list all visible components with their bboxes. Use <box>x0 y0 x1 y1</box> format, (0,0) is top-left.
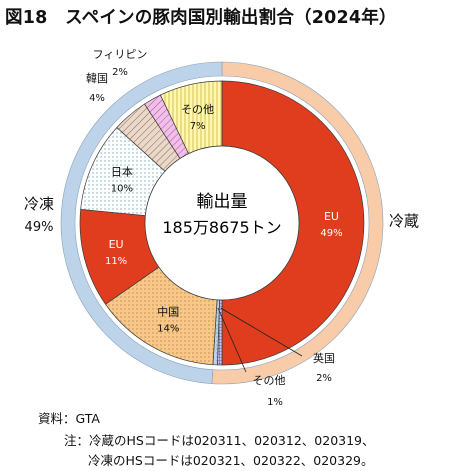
label-4-pct: 11% <box>105 256 127 267</box>
label-6-name: 韓国 <box>86 72 108 85</box>
note-line-1: 注：冷蔵のHSコードは020311、020312、020319、 <box>64 430 375 449</box>
label-6-pct: 4% <box>89 93 105 104</box>
label-2-pct: 1% <box>267 397 283 408</box>
leader-uk <box>220 307 303 357</box>
outer-label-chilled: 冷蔵 <box>389 212 419 230</box>
note-text-1: 冷蔵のHSコードは020311、020312、020319、 <box>89 433 375 448</box>
label-0-pct: 49% <box>320 228 342 239</box>
label-3-pct: 14% <box>157 323 179 334</box>
label-5-pct: 10% <box>111 184 133 195</box>
label-2-name: その他 <box>253 374 286 387</box>
label-3-name: 中国 <box>157 305 179 318</box>
label-7-pct: 2% <box>112 67 128 78</box>
outer-ring-frozen <box>60 61 223 385</box>
outer-label-frozen: 冷凍 <box>24 195 54 213</box>
outer-label-frozen-pct: 49% <box>25 220 54 235</box>
note-label: 注： <box>64 433 90 448</box>
center-label-line1: 輸出量 <box>197 192 248 212</box>
source-label: 資料： <box>38 411 76 426</box>
label-1-pct: 2% <box>316 373 332 384</box>
segment-1 <box>217 299 223 366</box>
label-0-name: EU <box>324 210 339 223</box>
label-5-name: 日本 <box>111 165 133 179</box>
label-4-name: EU <box>109 238 124 251</box>
label-1-name: 英国 <box>313 351 335 365</box>
label-8-name: その他 <box>181 103 214 116</box>
leader-other-chilled <box>217 307 247 373</box>
center-label-line2: 185万8675トン <box>162 218 281 237</box>
source-text: GTA <box>75 411 100 426</box>
label-8-pct: 7% <box>190 121 206 132</box>
note-line-2: 冷凍のHSコードは020321、020322、020329。 <box>88 453 374 468</box>
segment-5 <box>80 127 166 216</box>
center-hole <box>144 145 300 301</box>
page-title: 図18 スペインの豚肉国別輸出割合（2024年） <box>5 8 397 28</box>
source-note: 資料：GTA <box>38 408 100 427</box>
label-7-name: フィリピン <box>93 48 148 61</box>
